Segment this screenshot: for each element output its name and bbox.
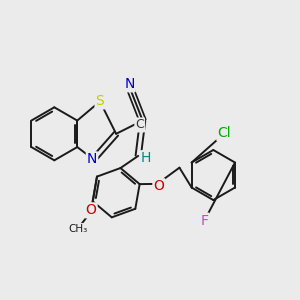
Text: H: H	[140, 151, 151, 165]
Text: N: N	[124, 77, 135, 91]
Text: S: S	[96, 94, 104, 108]
Text: O: O	[153, 179, 164, 193]
Text: C: C	[135, 118, 144, 131]
Text: O: O	[86, 203, 97, 218]
Text: F: F	[200, 214, 208, 228]
Text: CH₃: CH₃	[68, 224, 88, 234]
Text: Cl: Cl	[218, 126, 231, 140]
Text: N: N	[87, 152, 97, 167]
